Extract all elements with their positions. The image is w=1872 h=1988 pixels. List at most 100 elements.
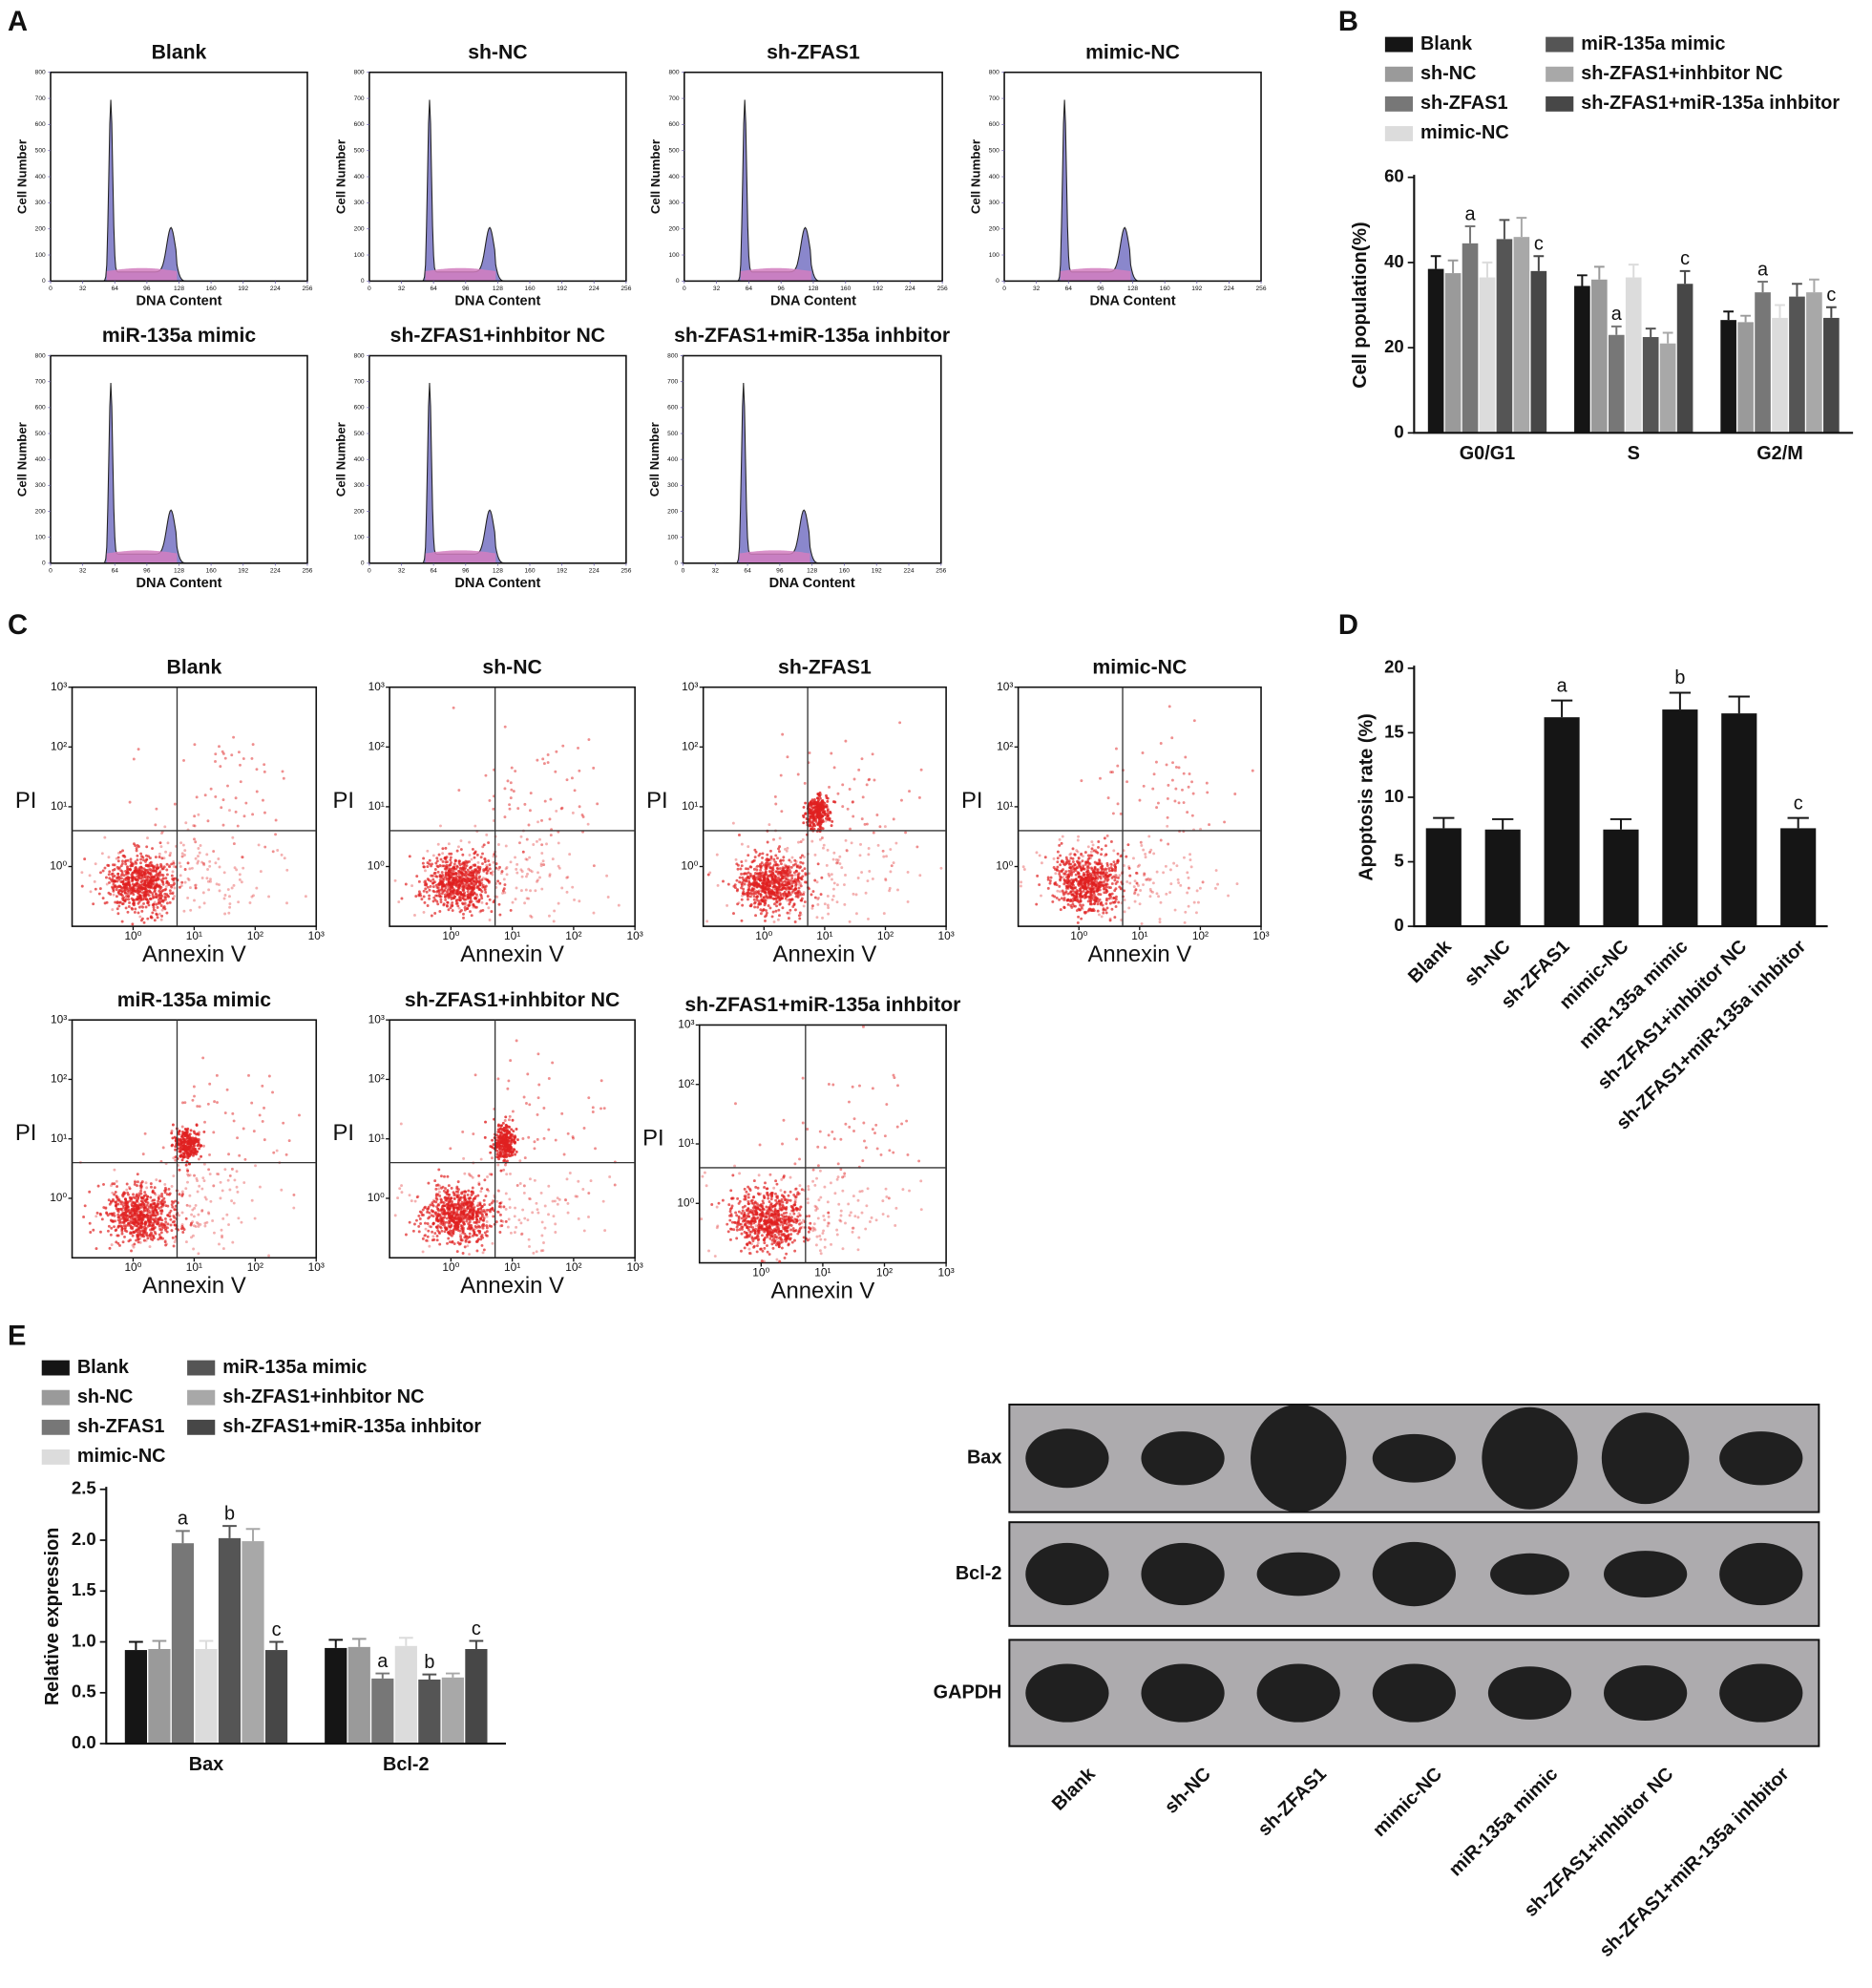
dot [769,879,773,883]
dot [280,853,284,857]
dot [138,868,142,872]
dot [1056,865,1060,869]
dot [831,800,835,804]
dot [1114,887,1118,891]
x-tick-label: 96 [776,568,784,575]
dot [214,760,217,763]
dot [815,916,819,920]
dot [92,902,95,906]
dot [124,870,128,873]
dot [1065,857,1069,861]
dot [173,802,177,806]
dot [471,847,474,851]
dot [1166,796,1169,800]
dot [1106,878,1110,881]
dot [524,888,528,892]
dot [790,890,794,894]
dot [487,859,491,863]
dot [221,1247,225,1251]
dot [173,1219,177,1223]
dot [92,1228,95,1232]
dot [470,857,473,861]
dot [153,886,157,890]
dot [232,883,236,887]
dot [158,1179,162,1183]
dot [545,842,548,846]
dot [143,1131,147,1135]
dot [228,1174,232,1177]
dot [179,864,182,868]
dot [219,1196,222,1200]
dot [789,893,792,897]
dot [468,887,472,891]
dot [477,900,480,903]
dot [520,875,524,878]
dot [1198,886,1202,890]
dot [542,762,546,766]
dot [705,920,709,923]
dot [1127,906,1131,910]
dot [554,770,557,773]
dot [1069,862,1073,866]
dot [188,1194,192,1197]
dot [135,849,138,853]
dot [592,911,596,915]
dot [771,868,775,871]
histogram-shape [91,99,252,282]
dot [509,796,513,800]
dot [1059,908,1062,912]
dot [1086,857,1090,861]
dot [722,879,725,883]
dot [510,766,514,770]
dot [715,853,719,857]
dot [435,857,439,860]
dot [1183,856,1186,859]
y-axis-label: Cell population(%) [1350,222,1371,388]
dot [193,899,196,902]
dot [775,866,779,870]
dot [731,821,735,825]
dot [1110,882,1114,885]
dot [744,859,747,862]
dot [218,889,221,893]
dot [450,868,453,872]
dot [131,1243,135,1247]
dot [153,919,157,922]
dot [1078,908,1082,912]
dot [197,859,200,863]
dot [156,905,159,909]
dot [798,917,802,920]
dot [1182,801,1186,804]
dot [127,1239,131,1243]
dot [199,843,202,847]
dot-cloud [393,706,620,923]
dot [736,867,740,871]
dot [826,814,830,817]
y-tick-label: 400 [668,174,679,180]
dot [209,879,212,883]
dot [179,884,183,888]
dot [116,900,119,903]
dot [169,892,173,895]
dot [125,1188,129,1192]
dot [456,904,460,908]
dot [148,1245,152,1249]
dot [1123,910,1126,914]
dot [136,875,138,878]
dot [195,795,199,799]
dot [763,903,767,907]
error-bar [1662,331,1673,344]
plot-frame [1003,71,1262,283]
dot [536,839,538,843]
dot [172,864,176,868]
dot [147,865,151,869]
dot [116,907,119,911]
dot [172,879,176,883]
dot [464,898,468,901]
y-tick-label: 800 [354,69,365,75]
x-axis-label: DNA Content [136,576,221,591]
dot [1056,889,1060,893]
dot-cloud [80,735,307,926]
dot [136,854,139,857]
y-tick-label: 100 [35,534,46,540]
